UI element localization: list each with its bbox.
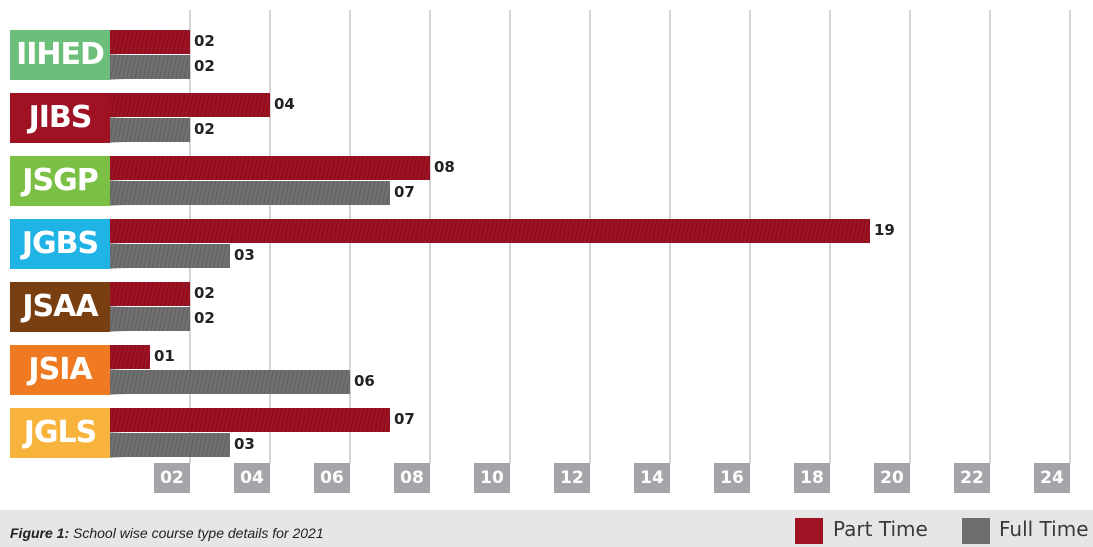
bar-part-time <box>110 282 190 306</box>
bar-part-time <box>110 156 430 180</box>
x-tick-label: 24 <box>1034 463 1070 493</box>
x-tick-label: 18 <box>794 463 830 493</box>
bars <box>110 30 870 458</box>
bar-part-time <box>110 408 390 432</box>
category-label: JSGP <box>10 156 110 206</box>
category-label: JGLS <box>10 408 110 458</box>
legend-swatch-full-time <box>962 518 990 544</box>
legend-swatch-part-time <box>795 518 823 544</box>
x-tick-label: 08 <box>394 463 430 493</box>
x-tick-label: 04 <box>234 463 270 493</box>
data-label: 03 <box>234 246 255 264</box>
bar-part-time <box>110 345 150 369</box>
data-label: 02 <box>194 57 215 75</box>
x-tick-label: 02 <box>154 463 190 493</box>
bar-full-time <box>110 55 190 79</box>
caption-bar <box>0 510 1093 547</box>
category-label: JGBS <box>10 219 110 269</box>
data-label: 06 <box>354 372 375 390</box>
legend-label-part-time: Part Time <box>833 517 928 541</box>
data-label: 08 <box>434 158 455 176</box>
data-label: 02 <box>194 120 215 138</box>
data-label: 04 <box>274 95 295 113</box>
x-tick-label: 12 <box>554 463 590 493</box>
figure-caption: Figure 1: School wise course type detail… <box>10 525 324 541</box>
data-label: 02 <box>194 284 215 302</box>
data-label: 07 <box>394 183 415 201</box>
bar-full-time <box>110 307 190 331</box>
legend-label-full-time: Full Time <box>999 517 1089 541</box>
bar-full-time <box>110 118 190 142</box>
category-label: JSIA <box>10 345 110 395</box>
x-tick-label: 06 <box>314 463 350 493</box>
x-tick-label: 10 <box>474 463 510 493</box>
data-label: 03 <box>234 435 255 453</box>
data-label: 01 <box>154 347 175 365</box>
x-tick-label: 22 <box>954 463 990 493</box>
category-label: JSAA <box>10 282 110 332</box>
bar-part-time <box>110 30 190 54</box>
category-label: IIHED <box>10 30 110 80</box>
bar-full-time <box>110 181 390 205</box>
bar-full-time <box>110 244 230 268</box>
x-tick-label: 14 <box>634 463 670 493</box>
data-label: 02 <box>194 309 215 327</box>
data-label: 02 <box>194 32 215 50</box>
bar-full-time <box>110 433 230 457</box>
x-tick-label: 20 <box>874 463 910 493</box>
data-label: 19 <box>874 221 895 239</box>
bar-part-time <box>110 93 270 117</box>
caption-text: School wise course type details for 2021 <box>69 525 324 541</box>
x-tick-label: 16 <box>714 463 750 493</box>
caption-prefix: Figure 1: <box>10 525 70 541</box>
data-label: 07 <box>394 410 415 428</box>
bar-full-time <box>110 370 350 394</box>
bar-part-time <box>110 219 870 243</box>
bar-chart <box>110 10 1071 463</box>
category-label: JIBS <box>10 93 110 143</box>
